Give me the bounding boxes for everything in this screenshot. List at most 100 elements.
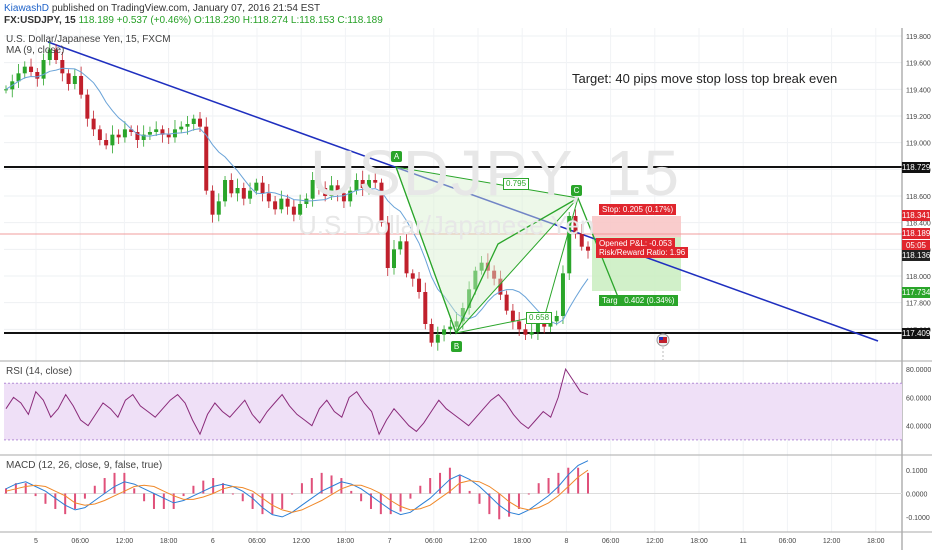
- macd-label[interactable]: MACD (12, 26, close, 9, false, true): [6, 460, 163, 471]
- target-note: Target: 40 pips move stop loss top break…: [572, 71, 838, 86]
- macd-histogram-bar: [103, 478, 106, 494]
- macd-histogram-bar: [192, 485, 195, 494]
- candle-body: [448, 326, 453, 330]
- candle-body: [266, 193, 271, 202]
- macd-tick: -0.1000: [906, 515, 930, 522]
- candle-body: [91, 118, 96, 130]
- target-short: Targ: [602, 296, 618, 305]
- macd-histogram-bar: [350, 490, 353, 494]
- candle-body: [435, 334, 440, 343]
- macd-histogram-bar: [83, 493, 86, 499]
- candle-body: [35, 72, 40, 79]
- macd-histogram-bar: [34, 493, 37, 497]
- event-flag-icon[interactable]: [656, 333, 670, 360]
- time-tick: 18:00: [513, 538, 531, 545]
- macd-histogram-bar: [389, 493, 392, 515]
- time-tick: 8: [564, 538, 568, 545]
- price-tag-support: 117.409: [902, 328, 931, 339]
- macd-histogram-bar: [162, 493, 165, 509]
- time-tick: 12:00: [116, 538, 134, 545]
- candle-body: [467, 289, 472, 308]
- instrument-label[interactable]: U.S. Dollar/Japanese Yen, 15, FXCM: [6, 34, 171, 45]
- candle-body: [517, 321, 522, 330]
- candle-body: [22, 66, 27, 74]
- macd-histogram-bar: [419, 485, 422, 494]
- target-label: Targ 0.402 (0.34%): [599, 295, 678, 306]
- macd-histogram-bar: [508, 493, 511, 517]
- macd-histogram-bar: [527, 493, 530, 495]
- macd-line: [5, 460, 589, 518]
- macd-histogram-bar: [379, 493, 382, 515]
- macd-histogram-bar: [340, 478, 343, 494]
- candle-body: [529, 332, 534, 335]
- watermark-symbol: USDJPY, 15: [310, 137, 681, 209]
- macd-histogram-bar: [133, 488, 136, 494]
- candle-body: [166, 134, 171, 138]
- time-tick: 7: [388, 538, 392, 545]
- price-change: +0.537 (+0.46%): [116, 15, 192, 26]
- target-value: 0.402 (0.34%): [624, 296, 675, 305]
- author-link[interactable]: KiawashD: [4, 3, 50, 14]
- candle-body: [498, 278, 503, 295]
- time-axis[interactable]: 5 06:00 12:00 18:00 6 06:00 12:00 18:00 7 06:00 12…: [34, 538, 885, 545]
- pattern-point-b[interactable]: B: [451, 341, 462, 352]
- macd-histogram-bar: [458, 475, 461, 494]
- rsi-tick: 60.0000: [906, 395, 931, 402]
- price-tag-current: 118.136: [902, 250, 931, 261]
- downtrend-line[interactable]: [47, 41, 879, 342]
- ma-label[interactable]: MA (9, close): [6, 45, 65, 56]
- candle-body: [260, 182, 265, 194]
- symbol-label[interactable]: FX:USDJPY, 15: [4, 15, 76, 26]
- candle-body: [460, 308, 465, 322]
- candle-body: [273, 201, 278, 210]
- macd-tick: 0.0000: [906, 492, 928, 499]
- macd-histogram-bar: [172, 493, 175, 509]
- macd-histogram-bar: [143, 493, 146, 502]
- candle-body: [348, 190, 353, 202]
- time-tick: 18:00: [690, 538, 708, 545]
- candle-body: [116, 134, 121, 138]
- macd-histogram-bar: [64, 493, 67, 515]
- candle-body: [60, 60, 65, 74]
- pattern-point-a[interactable]: A: [391, 151, 402, 162]
- macd-histogram-bar: [577, 467, 580, 494]
- macd-histogram-bar: [547, 478, 550, 494]
- pattern-point-c[interactable]: C: [571, 185, 582, 196]
- candle-body: [97, 129, 102, 140]
- candle-body: [392, 249, 396, 268]
- time-tick: 06:00: [425, 538, 443, 545]
- candle-body: [185, 124, 190, 127]
- candle-body: [79, 76, 84, 95]
- candle-body: [417, 278, 422, 292]
- time-tick: 06:00: [71, 538, 89, 545]
- candle-body: [248, 190, 253, 199]
- candle-body: [404, 241, 409, 274]
- macd-histogram-bar: [93, 485, 96, 494]
- macd-histogram-bar: [24, 483, 27, 494]
- last-price: 118.189: [78, 15, 114, 26]
- price-tag-target: 117.734: [902, 287, 931, 298]
- rsi-pane: 80.0000 60.0000 40.0000: [4, 367, 931, 441]
- candle-body: [160, 129, 165, 135]
- stop-loss-zone: [592, 216, 681, 237]
- rsi-tick: 80.0000: [906, 367, 931, 374]
- grid: [4, 28, 902, 532]
- candle-body: [122, 129, 127, 138]
- price-tick: 118.400: [906, 221, 931, 228]
- macd-histogram-bar: [123, 472, 126, 494]
- rsi-line: [5, 367, 589, 436]
- candle-body: [504, 294, 509, 311]
- macd-histogram-bar: [399, 493, 402, 512]
- time-tick: 06:00: [779, 538, 797, 545]
- candle-body: [4, 89, 8, 91]
- candle-body: [323, 188, 328, 196]
- rsi-label[interactable]: RSI (14, close): [6, 366, 73, 377]
- price-tick: 119.600: [906, 61, 931, 68]
- candle-body: [191, 118, 196, 124]
- candle-body: [579, 233, 584, 247]
- stop-label: Stop: 0.205 (0.17%): [599, 204, 677, 215]
- macd-histogram-bar: [202, 480, 205, 494]
- candle-body: [454, 321, 459, 327]
- macd-histogram-bar: [212, 478, 215, 494]
